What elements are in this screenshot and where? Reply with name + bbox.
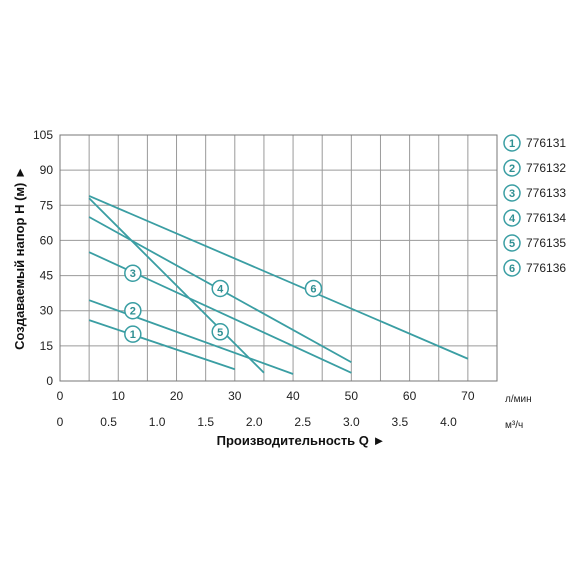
legend-marker-number: 6	[509, 263, 515, 275]
legend-marker-number: 2	[509, 163, 515, 175]
y-tick-label: 15	[40, 339, 54, 353]
legend-marker-circle	[503, 159, 521, 177]
series-line-776131	[88, 319, 236, 371]
plot-frame	[59, 134, 498, 382]
series-marker-number: 2	[130, 306, 136, 318]
y-tick-label: 45	[40, 269, 54, 283]
series-marker-number: 5	[217, 327, 223, 339]
legend-label: 776132	[526, 161, 566, 175]
x-tick-label-secondary: 4.0	[440, 415, 457, 429]
y-tick-label: 105	[33, 128, 53, 142]
legend-marker-circle	[503, 184, 521, 202]
legend-label: 776131	[526, 136, 566, 150]
x-tick-label-primary: 70	[461, 389, 475, 403]
legend: 1 776131 2 776132 3 776133 4 776134 5 776135 6 7761…	[503, 134, 566, 277]
x-axis-title: Производительность Q ►	[217, 433, 386, 448]
series-marker-number: 1	[130, 329, 136, 341]
legend-marker-circle	[503, 259, 521, 277]
x-tick-label-secondary: 0.5	[100, 415, 117, 429]
x-tick-labels-secondary: 0 0.5 1.0 1.5 2.0 2.5 3.0 3.5 4.0	[57, 415, 457, 429]
y-tick-labels: 0 15 30 45 60 75 90 105	[33, 128, 53, 388]
x-tick-label-secondary: 2.0	[246, 415, 263, 429]
x-tick-label-secondary: 3.0	[343, 415, 360, 429]
legend-marker-number: 4	[509, 213, 516, 225]
series-line-776135	[88, 197, 265, 374]
x-unit-primary: л/мин	[505, 394, 532, 405]
legend-marker-circle	[503, 134, 521, 152]
y-tick-label: 75	[40, 198, 54, 212]
series-marker-circle	[124, 325, 142, 343]
y-tick-label: 0	[46, 374, 53, 388]
y-tick-label: 90	[40, 163, 54, 177]
x-tick-label-secondary: 1.0	[149, 415, 166, 429]
legend-marker-circle	[503, 209, 521, 227]
series-line-776136	[88, 195, 469, 360]
legend-label: 776134	[526, 211, 566, 225]
x-tick-label-primary: 20	[170, 389, 184, 403]
series-marker-number: 3	[130, 268, 136, 280]
series-line-776132	[88, 299, 294, 375]
legend-marker-number: 5	[509, 238, 515, 250]
series-marker-circle	[124, 301, 142, 320]
x-tick-label-primary: 10	[112, 389, 126, 403]
legend-marker-number: 1	[509, 138, 515, 150]
series-marker-number: 6	[310, 283, 316, 295]
x-tick-label-secondary: 1.5	[197, 415, 214, 429]
x-tick-label-primary: 40	[286, 389, 300, 403]
legend-marker-number: 3	[509, 188, 515, 200]
series-lines	[88, 195, 469, 375]
y-axis-title: Создаваемый напор H (м) ►	[12, 166, 27, 350]
series-marker-circle	[304, 279, 323, 298]
legend-label: 776136	[526, 261, 566, 275]
series-marker-number: 4	[217, 283, 224, 295]
x-unit-secondary: м³/ч	[505, 420, 523, 431]
x-tick-label-secondary: 3.5	[392, 415, 409, 429]
y-tick-label: 60	[40, 233, 54, 247]
series-marker-circle	[124, 264, 142, 282]
x-tick-label-secondary: 2.5	[294, 415, 311, 429]
x-tick-label-primary: 50	[345, 389, 359, 403]
x-tick-label-primary: 30	[228, 389, 242, 403]
x-tick-label-secondary: 0	[57, 415, 64, 429]
x-tick-label-primary: 0	[57, 389, 64, 403]
legend-label: 776133	[526, 186, 566, 200]
y-tick-label: 30	[40, 304, 54, 318]
x-tick-labels-primary: 0 10 20 30 40 50 60 70	[57, 389, 475, 403]
legend-label: 776135	[526, 236, 566, 250]
plot-grid	[59, 134, 498, 382]
legend-marker-circle	[503, 234, 521, 252]
series-markers: 1 2 3 4 5 6	[124, 264, 323, 343]
series-marker-circle	[211, 323, 229, 341]
x-tick-label-primary: 60	[403, 389, 417, 403]
series-marker-circle	[211, 279, 229, 298]
